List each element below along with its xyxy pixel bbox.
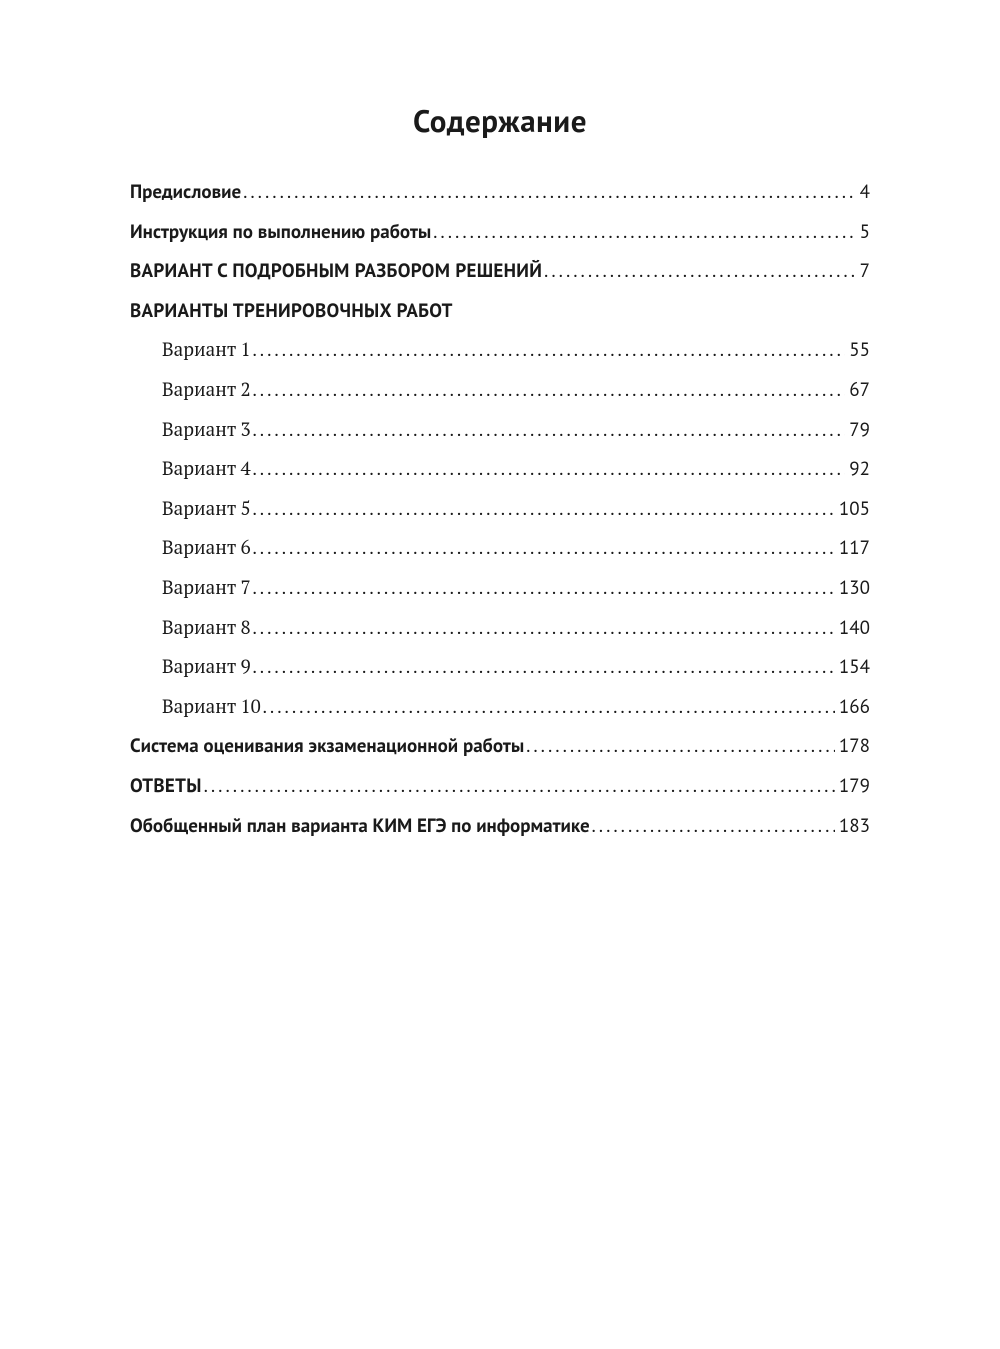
- toc-dots: [253, 575, 835, 602]
- toc-page: 55: [847, 337, 870, 364]
- toc-dots: [253, 654, 835, 681]
- toc-page: 154: [837, 654, 870, 681]
- toc-entry: Вариант 8 140: [130, 615, 870, 642]
- toc-entry: Инструкция по выполнению работы 5: [130, 219, 870, 246]
- toc-label: Вариант 7: [162, 575, 251, 602]
- toc-dots: [544, 258, 855, 285]
- toc-entry: Вариант 2 67: [130, 377, 870, 404]
- toc-dots: [253, 417, 846, 444]
- toc-label: Вариант 8: [162, 615, 251, 642]
- toc-page: 117: [837, 535, 870, 562]
- toc-dots: [592, 813, 835, 840]
- toc-page: 178: [837, 733, 870, 760]
- toc-label: Система оценивания экзаменационной работ…: [130, 733, 524, 760]
- toc-dots: [253, 496, 835, 523]
- toc-dots: [253, 337, 846, 364]
- toc-variants-group: Вариант 1 55 Вариант 2 67 Вариант 3 79 В…: [130, 337, 870, 720]
- toc-label: ВАРИАНТ С ПОДРОБНЫМ РАЗБОРОМ РЕШЕНИЙ: [130, 258, 542, 285]
- toc-entry: Вариант 7 130: [130, 575, 870, 602]
- toc-label: Вариант 9: [162, 654, 251, 681]
- toc-entry: Вариант 3 79: [130, 417, 870, 444]
- toc-entry: Вариант 1 55: [130, 337, 870, 364]
- toc-section-heading: ВАРИАНТЫ ТРЕНИРОВОЧНЫХ РАБОТ: [130, 298, 870, 325]
- toc-page: 7: [858, 258, 870, 285]
- toc-page: 166: [837, 694, 870, 721]
- toc-page: 4: [858, 179, 870, 206]
- toc-label: Инструкция по выполнению работы: [130, 219, 431, 246]
- toc-page: 5: [858, 219, 870, 246]
- page-title: Содержание: [130, 100, 870, 141]
- toc-dots: [253, 377, 846, 404]
- toc-page: 79: [847, 417, 870, 444]
- toc-page: 67: [847, 377, 870, 404]
- toc-entry: Предисловие 4: [130, 179, 870, 206]
- toc-page: 179: [837, 773, 870, 800]
- toc-label: Вариант 4: [162, 456, 251, 483]
- toc-entry: ВАРИАНТ С ПОДРОБНЫМ РАЗБОРОМ РЕШЕНИЙ 7: [130, 258, 870, 285]
- toc-label: Вариант 10: [162, 694, 261, 721]
- toc-label: Вариант 5: [162, 496, 251, 523]
- toc-page: 92: [847, 456, 870, 483]
- toc-dots: [253, 456, 846, 483]
- toc-entry: Система оценивания экзаменационной работ…: [130, 733, 870, 760]
- toc-dots: [263, 694, 835, 721]
- toc-dots: [253, 535, 835, 562]
- toc-footer-group: Система оценивания экзаменационной работ…: [130, 733, 870, 839]
- toc-entry: Вариант 4 92: [130, 456, 870, 483]
- toc-label: Вариант 3: [162, 417, 251, 444]
- toc-dots: [204, 773, 835, 800]
- toc-entry: Обобщенный план варианта КИМ ЕГЭ по инфо…: [130, 813, 870, 840]
- toc-label: ОТВЕТЫ: [130, 773, 202, 800]
- toc-page: 140: [837, 615, 870, 642]
- toc-page: 183: [837, 813, 870, 840]
- toc-page: 105: [837, 496, 870, 523]
- toc-entry: Вариант 10 166: [130, 694, 870, 721]
- toc-dots: [253, 615, 835, 642]
- toc-dots: [243, 179, 855, 206]
- toc-label: Вариант 1: [162, 337, 251, 364]
- toc-page: 130: [837, 575, 870, 602]
- toc-label: Вариант 6: [162, 535, 251, 562]
- toc-label: ВАРИАНТЫ ТРЕНИРОВОЧНЫХ РАБОТ: [130, 298, 453, 325]
- toc-label: Предисловие: [130, 179, 241, 206]
- toc-dots: [433, 219, 855, 246]
- toc-top-group: Предисловие 4 Инструкция по выполнению р…: [130, 179, 870, 285]
- toc-entry: Вариант 6 117: [130, 535, 870, 562]
- toc-label: Вариант 2: [162, 377, 251, 404]
- toc-label: Обобщенный план варианта КИМ ЕГЭ по инфо…: [130, 813, 590, 840]
- toc-entry: Вариант 5 105: [130, 496, 870, 523]
- toc-entry: ОТВЕТЫ 179: [130, 773, 870, 800]
- toc-entry: Вариант 9 154: [130, 654, 870, 681]
- toc-dots: [526, 733, 835, 760]
